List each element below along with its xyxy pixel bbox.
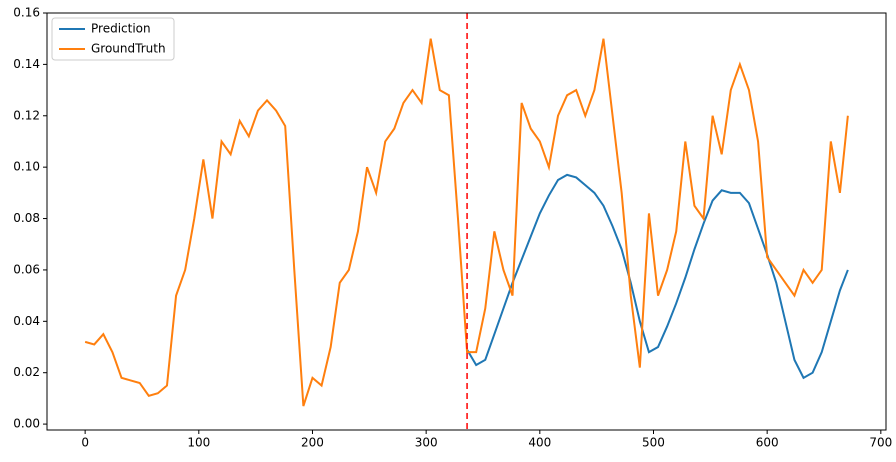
x-tick-label: 100	[187, 436, 210, 450]
legend-label: GroundTruth	[91, 42, 166, 56]
legend-label: Prediction	[91, 22, 151, 36]
x-tick-label: 600	[756, 436, 779, 450]
x-tick-label: 0	[81, 436, 89, 450]
plot-frame	[46, 12, 887, 431]
y-tick-label: 0.00	[13, 417, 40, 431]
y-tick-label: 0.08	[13, 211, 40, 225]
x-tick-label: 400	[528, 436, 551, 450]
series-line	[466, 173, 849, 380]
series-line	[84, 38, 849, 407]
y-tick-label: 0.12	[13, 108, 40, 122]
y-tick-label: 0.16	[13, 6, 40, 20]
x-tick-label: 700	[869, 436, 892, 450]
x-tick-label: 500	[642, 436, 665, 450]
y-tick-label: 0.04	[13, 314, 40, 328]
x-tick-label: 200	[301, 436, 324, 450]
y-tick-label: 0.10	[13, 160, 40, 174]
x-tick-label: 300	[415, 436, 438, 450]
y-tick-label: 0.02	[13, 365, 40, 379]
y-tick-label: 0.06	[13, 262, 40, 276]
y-tick-label: 0.14	[13, 57, 40, 71]
